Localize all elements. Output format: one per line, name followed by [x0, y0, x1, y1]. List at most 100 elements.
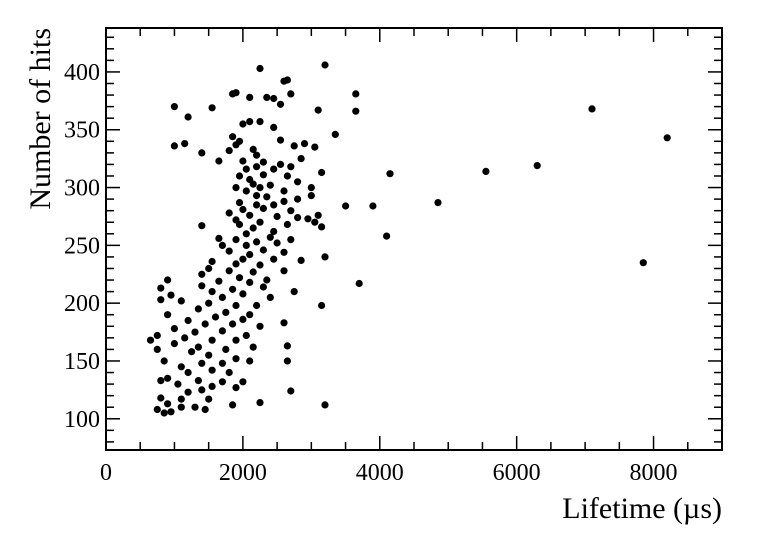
data-point — [205, 299, 213, 307]
data-point — [246, 278, 254, 286]
data-point — [157, 284, 165, 292]
data-point — [205, 395, 213, 403]
data-point — [198, 270, 206, 278]
data-point — [232, 384, 240, 392]
data-point — [246, 93, 254, 101]
data-point — [235, 220, 244, 229]
data-point — [482, 167, 490, 175]
data-point — [229, 133, 237, 141]
y-tick-label: 200 — [64, 291, 100, 317]
data-point — [218, 378, 226, 386]
data-point — [157, 296, 165, 304]
data-point — [177, 395, 185, 403]
data-point — [208, 382, 216, 390]
data-point — [229, 320, 237, 328]
data-point — [321, 253, 329, 261]
data-point — [270, 227, 278, 236]
data-point — [287, 90, 295, 98]
data-point — [352, 107, 360, 115]
data-point — [342, 202, 350, 210]
data-point — [225, 267, 233, 275]
data-point — [198, 282, 206, 290]
data-point — [283, 172, 291, 180]
data-point — [177, 403, 185, 411]
data-point — [318, 223, 326, 231]
data-point — [239, 315, 247, 323]
data-point — [164, 374, 172, 382]
data-point — [232, 184, 240, 192]
data-point — [208, 104, 216, 112]
data-point — [242, 230, 250, 238]
data-point — [311, 218, 319, 226]
data-point — [146, 336, 155, 344]
data-point — [314, 211, 322, 219]
data-point — [201, 405, 209, 414]
data-point — [318, 301, 326, 310]
data-point — [232, 260, 240, 268]
data-point — [256, 118, 264, 126]
data-point — [249, 224, 257, 232]
data-point — [253, 192, 261, 200]
y-tick-label: 250 — [64, 233, 100, 259]
data-point — [533, 162, 541, 170]
data-point — [208, 366, 216, 374]
data-point — [259, 283, 267, 291]
data-point — [167, 408, 175, 416]
x-tick-label: 6000 — [493, 460, 541, 486]
data-point — [222, 345, 230, 353]
y-tick-label: 150 — [64, 349, 100, 375]
y-tick-label: 300 — [64, 176, 100, 202]
data-point — [249, 145, 257, 153]
data-point — [225, 247, 233, 255]
data-point — [318, 168, 326, 177]
data-point — [235, 274, 244, 282]
data-point — [270, 165, 278, 173]
data-point — [321, 61, 329, 69]
data-point — [184, 388, 192, 396]
data-point — [229, 90, 237, 98]
plot-frame — [105, 27, 723, 451]
data-point — [276, 100, 285, 108]
data-point — [184, 113, 192, 121]
data-point — [355, 279, 363, 288]
data-point — [294, 195, 302, 203]
data-point — [280, 319, 288, 327]
data-point — [167, 291, 175, 299]
data-point — [266, 181, 274, 189]
data-points — [146, 61, 671, 417]
data-point — [215, 277, 223, 285]
data-point — [177, 363, 185, 371]
data-point — [194, 305, 202, 313]
data-point — [170, 103, 178, 111]
data-point — [280, 187, 288, 195]
data-point — [198, 359, 206, 367]
data-point — [157, 377, 165, 385]
data-point — [256, 399, 264, 407]
data-point — [256, 322, 264, 330]
data-point — [253, 238, 261, 246]
data-point — [232, 141, 240, 149]
data-point — [280, 197, 288, 205]
data-point — [307, 184, 315, 192]
data-point — [300, 140, 309, 148]
data-point — [184, 316, 192, 325]
data-point — [259, 246, 267, 254]
data-point — [321, 401, 329, 409]
data-point — [259, 204, 267, 212]
data-point — [229, 401, 237, 409]
axis-ticks — [105, 28, 723, 450]
data-point — [273, 239, 281, 247]
data-point — [157, 394, 165, 402]
data-point — [191, 328, 199, 336]
data-point — [383, 232, 391, 240]
data-point — [249, 268, 257, 276]
data-point — [294, 178, 302, 186]
data-point — [256, 184, 264, 192]
data-point — [164, 311, 172, 319]
data-point — [304, 215, 312, 223]
data-point — [246, 251, 254, 259]
data-point — [215, 234, 223, 242]
data-point — [194, 377, 202, 385]
data-point — [259, 171, 267, 179]
data-point — [294, 214, 302, 222]
